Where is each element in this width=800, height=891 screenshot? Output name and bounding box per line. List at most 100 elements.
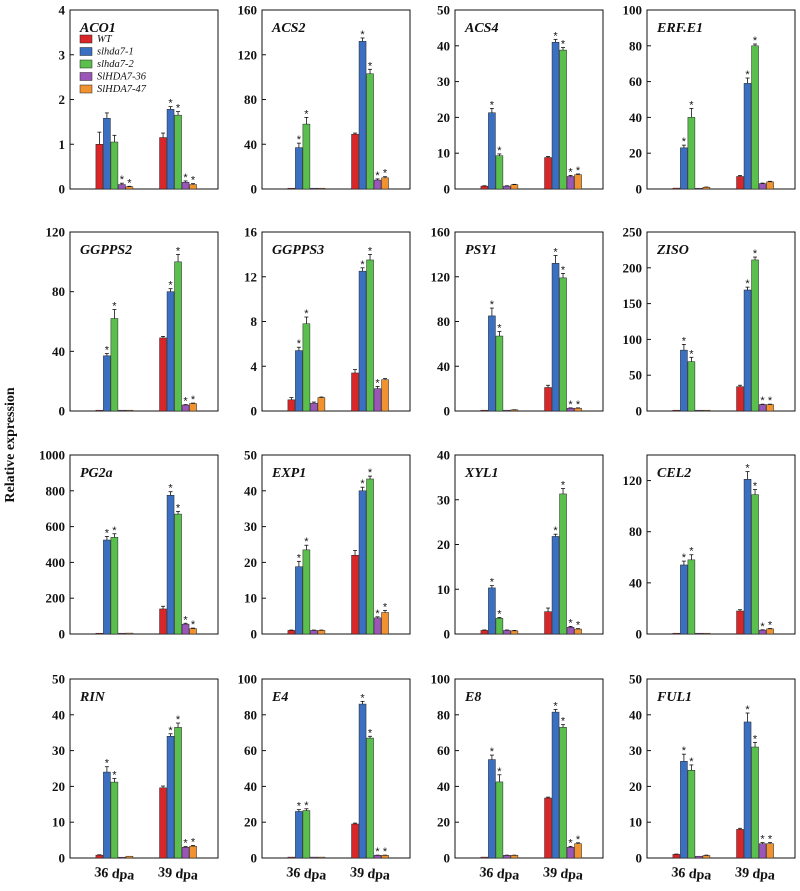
significance-star: * — [576, 399, 581, 411]
bar — [159, 337, 167, 412]
y-tick-label: 80 — [437, 707, 450, 722]
bar — [166, 736, 175, 859]
bar — [366, 73, 374, 190]
legend-label: SlHDA7-47 — [97, 84, 147, 95]
y-tick-label: 20 — [52, 779, 65, 794]
significance-star: * — [368, 727, 373, 739]
bar — [310, 856, 318, 859]
y-tick-label: 4 — [59, 3, 66, 18]
bar — [503, 630, 511, 635]
significance-star: * — [383, 601, 388, 613]
significance-star: * — [689, 756, 694, 768]
significance-star: * — [689, 546, 694, 558]
bar — [103, 539, 111, 635]
bar — [118, 409, 126, 412]
bar — [381, 379, 389, 412]
bar — [351, 823, 359, 859]
bar — [302, 810, 311, 859]
bar — [302, 123, 311, 190]
significance-star: * — [183, 838, 188, 850]
bar — [695, 187, 703, 190]
significance-star: * — [297, 338, 302, 350]
y-tick-label: 30 — [244, 519, 257, 534]
bar — [687, 117, 696, 190]
significance-star: * — [490, 746, 495, 758]
y-tick-label: 30 — [52, 743, 65, 758]
y-tick-label: 10 — [437, 146, 450, 161]
significance-star: * — [304, 800, 309, 812]
bar — [287, 399, 296, 412]
plot-frame — [69, 678, 219, 859]
bar — [736, 610, 744, 635]
plot-frame — [454, 454, 604, 635]
bar — [95, 632, 104, 635]
significance-star: * — [168, 98, 173, 110]
significance-star: * — [383, 846, 388, 858]
legend-label: slhda7-1 — [97, 47, 134, 58]
bar — [551, 536, 560, 635]
bar — [366, 737, 374, 859]
significance-star: * — [112, 301, 117, 313]
significance-star: * — [360, 29, 365, 41]
y-tick-label: 200 — [46, 591, 66, 606]
plot-frame — [69, 454, 219, 635]
significance-star: * — [576, 620, 581, 632]
bar — [366, 478, 374, 635]
y-tick-label: 0 — [59, 851, 66, 866]
y-tick-label: 40 — [244, 779, 257, 794]
significance-star: * — [561, 39, 566, 51]
y-tick-label: 30 — [437, 74, 450, 89]
y-tick-label: 2 — [59, 92, 66, 107]
bar — [751, 746, 759, 859]
bar — [302, 549, 311, 635]
bar — [125, 855, 134, 859]
significance-star: * — [553, 30, 558, 42]
y-tick-label: 0 — [636, 851, 643, 866]
y-tick-label: 0 — [59, 182, 66, 197]
significance-star: * — [490, 99, 495, 111]
bar — [317, 856, 326, 859]
significance-star: * — [682, 335, 687, 347]
y-tick-label: 80 — [244, 707, 257, 722]
y-tick-label: 4 — [251, 359, 258, 374]
y-tick-label: 0 — [444, 404, 451, 419]
y-tick-label: 60 — [437, 743, 450, 758]
significance-star: * — [576, 834, 581, 846]
bar — [702, 186, 711, 190]
significance-star: * — [753, 733, 758, 745]
significance-star: * — [360, 692, 365, 704]
y-tick-label: 0 — [444, 182, 451, 197]
panel-title: GGPPS2 — [80, 243, 132, 258]
bar — [766, 843, 774, 859]
bar — [358, 270, 367, 412]
y-tick-label: 30 — [629, 743, 642, 758]
y-tick-label: 150 — [623, 296, 643, 311]
significance-star: * — [368, 60, 373, 72]
bar — [743, 83, 752, 190]
bar — [488, 315, 496, 412]
significance-star: * — [191, 175, 196, 187]
bar — [503, 409, 511, 412]
bar — [559, 277, 567, 412]
plot-frame — [646, 231, 796, 412]
significance-star: * — [360, 478, 365, 490]
significance-star: * — [375, 377, 380, 389]
panel-title: CEL2 — [657, 466, 691, 481]
bar — [551, 711, 560, 859]
significance-star: * — [561, 716, 566, 728]
significance-star: * — [304, 108, 309, 120]
y-tick-label: 50 — [629, 368, 642, 383]
significance-star: * — [682, 552, 687, 564]
x-category-label: 36 dpa — [286, 865, 327, 883]
y-tick-label: 1 — [59, 137, 66, 152]
legend-swatch — [79, 72, 93, 81]
panel-title: RIN — [79, 690, 106, 705]
bar — [488, 112, 496, 190]
